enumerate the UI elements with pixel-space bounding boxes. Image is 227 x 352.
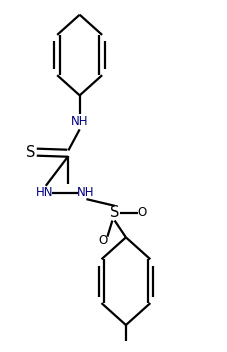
Text: S: S — [110, 205, 119, 220]
Text: NH: NH — [71, 115, 88, 128]
Text: O: O — [99, 234, 108, 247]
Text: O: O — [137, 206, 146, 219]
Text: S: S — [27, 145, 36, 160]
Text: NH: NH — [76, 186, 94, 199]
Text: HN: HN — [36, 186, 53, 199]
